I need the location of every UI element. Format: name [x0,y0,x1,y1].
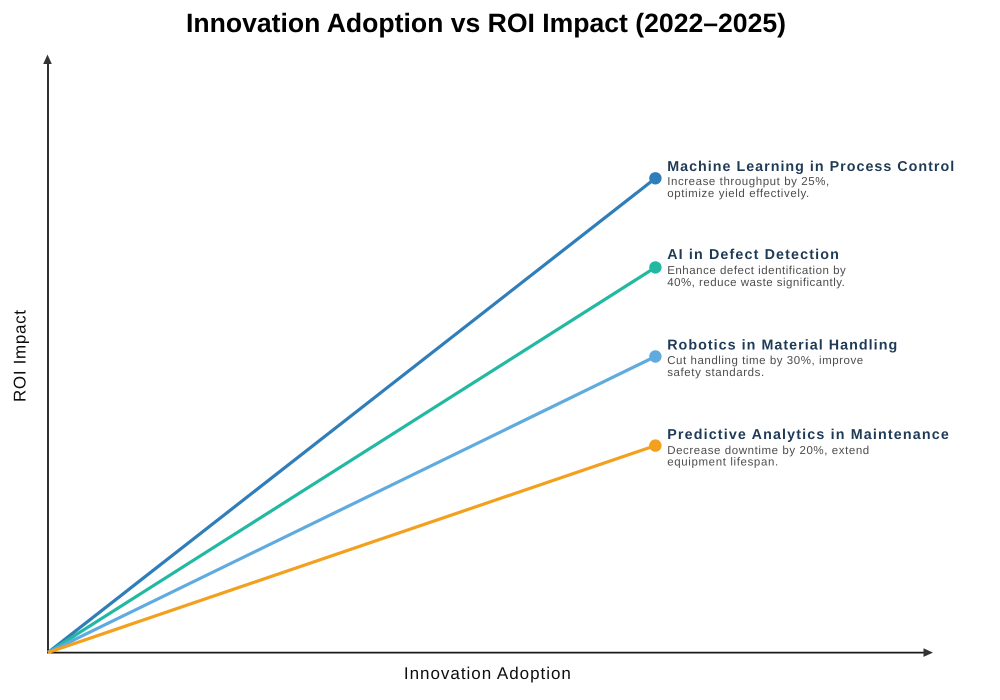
svg-text:40%, reduce waste significantl: 40%, reduce waste significantly. [667,277,845,289]
svg-text:Increase throughput by 25%,: Increase throughput by 25%, [667,176,829,188]
svg-text:Innovation Adoption: Innovation Adoption [404,664,571,683]
svg-text:Enhance defect identification: Enhance defect identification by [667,265,846,277]
svg-text:Predictive Analytics in Mainte: Predictive Analytics in Maintenance [667,427,949,443]
svg-text:Decrease downtime by 20%, exte: Decrease downtime by 20%, extend [667,445,869,457]
svg-text:ROI Impact: ROI Impact [11,310,30,402]
svg-text:optimize yield effectively.: optimize yield effectively. [667,188,809,200]
svg-text:AI in Defect Detection: AI in Defect Detection [667,247,839,263]
svg-text:Innovation Adoption vs ROI Imp: Innovation Adoption vs ROI Impact (2022–… [186,8,786,38]
svg-text:Robotics in Material Handling: Robotics in Material Handling [667,337,897,353]
svg-text:safety standards.: safety standards. [667,367,764,379]
svg-text:equipment lifespan.: equipment lifespan. [667,457,778,469]
svg-text:Machine Learning in Process Co: Machine Learning in Process Control [667,159,954,175]
svg-text:Cut handling time by 30%, impr: Cut handling time by 30%, improve [667,355,863,367]
